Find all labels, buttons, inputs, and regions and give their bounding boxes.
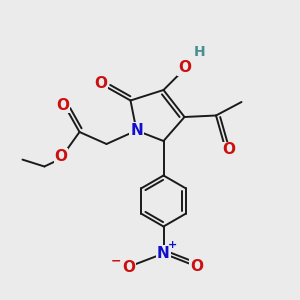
Text: O: O (54, 149, 68, 164)
Text: O: O (178, 60, 191, 75)
Text: O: O (122, 260, 136, 274)
Text: O: O (94, 76, 108, 92)
Text: H: H (194, 46, 205, 59)
Text: O: O (222, 142, 235, 158)
Text: N: N (157, 246, 170, 261)
Text: O: O (56, 98, 70, 112)
Text: −: − (111, 254, 122, 268)
Text: N: N (130, 123, 143, 138)
Text: O: O (190, 259, 203, 274)
Text: +: + (168, 240, 177, 250)
